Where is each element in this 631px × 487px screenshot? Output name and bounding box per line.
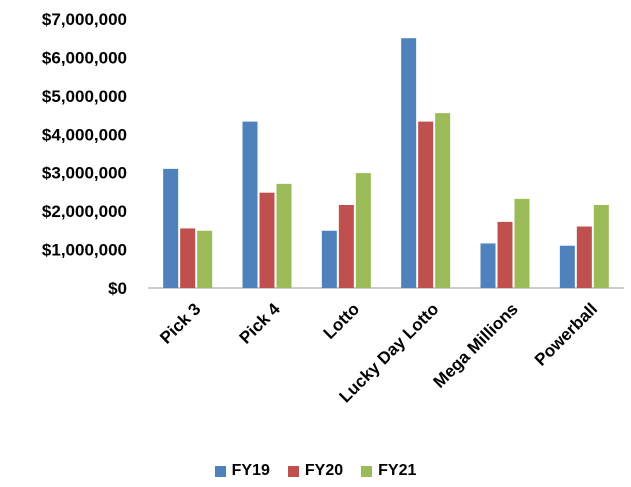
bar-fy21-6: [593, 204, 609, 288]
bar-fy20-2: [259, 192, 275, 288]
bar-fy21-3: [355, 173, 371, 288]
bar-fy21-2: [276, 183, 292, 288]
bar-fy21-4: [435, 113, 451, 289]
y-tick-label: $4,000,000: [42, 125, 127, 144]
legend-item: FY21: [361, 462, 416, 480]
legend: FY19 FY20 FY21: [0, 462, 631, 480]
y-tick-label: $0: [108, 279, 127, 298]
y-tick-label: $5,000,000: [42, 87, 127, 106]
x-tick-label: Pick 4: [236, 299, 285, 348]
bar-fy20-5: [497, 221, 513, 288]
y-tick-label: $7,000,000: [42, 10, 127, 29]
bar-fy19-1: [163, 168, 179, 288]
bar-fy19-3: [321, 230, 337, 288]
x-tick-label: Mega Millions: [430, 299, 522, 391]
y-tick-label: $3,000,000: [42, 164, 127, 183]
legend-label: FY20: [304, 462, 344, 479]
legend-swatch: [287, 465, 299, 477]
bar-fy20-3: [338, 204, 354, 288]
bar-fy19-6: [559, 245, 575, 288]
bar-fy21-1: [197, 230, 213, 288]
bar-fy20-1: [180, 228, 196, 288]
x-tick-label: Lotto: [320, 299, 363, 342]
legend-swatch: [214, 465, 226, 477]
bar-fy20-6: [576, 226, 592, 288]
bar-fy21-5: [514, 198, 530, 288]
bar-fy20-4: [418, 121, 434, 289]
chart-area: $0 $1,000,000 $2,000,000 $3,000,000 $4,000,0…: [42, 10, 624, 406]
y-axis-ticks: $0 $1,000,000 $2,000,000 $3,000,000 $4,000,0…: [42, 10, 127, 298]
bars: [163, 38, 609, 289]
legend-label: FY21: [378, 462, 417, 479]
legend-item: FY20: [287, 462, 344, 480]
legend-swatch: [361, 465, 373, 477]
legend-label: FY19: [231, 462, 270, 479]
y-tick-label: $6,000,000: [42, 48, 127, 67]
bar-fy19-4: [401, 38, 417, 288]
legend-item: FY19: [214, 462, 270, 480]
x-tick-label: Powerball: [531, 299, 601, 369]
bar-fy19-2: [242, 121, 258, 289]
bar-fy19-5: [480, 243, 496, 288]
y-tick-label: $1,000,000: [42, 241, 127, 260]
x-tick-label: Pick 3: [156, 299, 204, 347]
y-tick-label: $2,000,000: [42, 202, 127, 221]
